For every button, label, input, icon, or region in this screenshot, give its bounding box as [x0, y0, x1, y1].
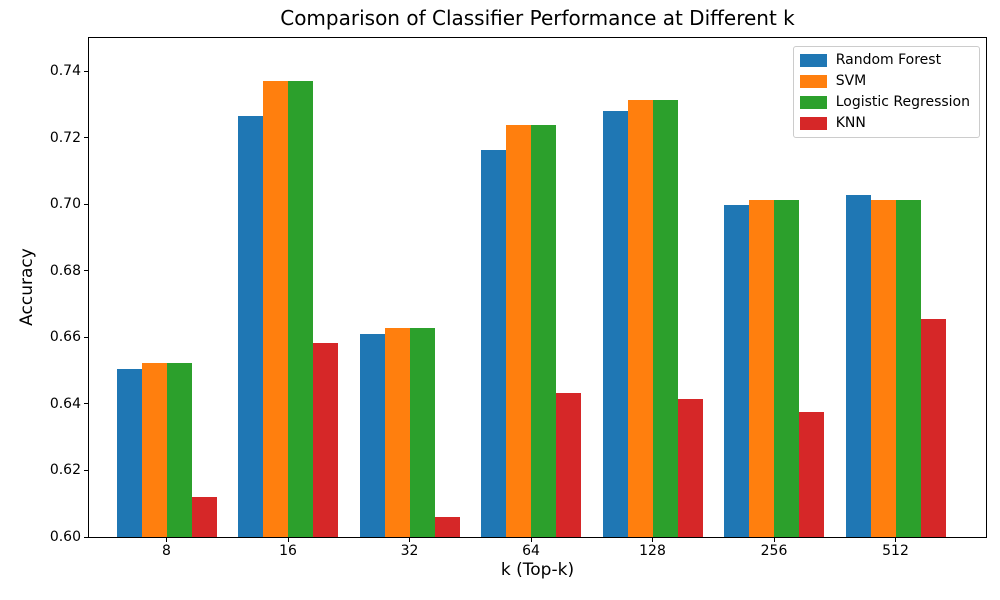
x-axis-label: k (Top-k): [500, 560, 575, 580]
x-tick-mark: [895, 538, 896, 542]
legend-swatch: [799, 96, 827, 109]
legend: Random Forest SVM Logistic Regression KNN: [792, 46, 980, 138]
legend-item: Random Forest: [799, 52, 970, 68]
x-tick-mark: [166, 538, 167, 542]
bar-svm-k128: [627, 100, 653, 537]
legend-label: Random Forest: [835, 52, 942, 68]
bar-logistic-regression-k8: [166, 363, 192, 537]
bar-logistic-regression-k512: [895, 200, 921, 537]
bar-knn-k8: [191, 497, 217, 537]
x-tick-label: 8: [162, 543, 171, 559]
legend-swatch: [799, 117, 827, 130]
bar-random-forest-k512: [845, 195, 871, 537]
plot-area: Random Forest SVM Logistic Regression KNN 0…: [50, 37, 987, 559]
bar-knn-k256: [799, 411, 824, 537]
x-tick-label: 64: [522, 543, 540, 559]
legend-label: KNN: [835, 115, 866, 131]
bar-svm-k64: [506, 125, 531, 537]
y-tick-mark: [84, 336, 88, 338]
x-tick-mark: [773, 538, 775, 542]
bar-svm-k16: [263, 81, 288, 537]
bar-knn-k16: [313, 342, 338, 537]
y-tick-mark: [84, 403, 88, 405]
bar-random-forest-k32: [359, 333, 385, 537]
y-tick-mark: [84, 270, 88, 272]
bar-knn-k32: [434, 516, 460, 537]
x-tick-mark: [530, 538, 532, 542]
bar-random-forest-k64: [481, 150, 506, 537]
y-tick-mark: [84, 536, 88, 538]
legend-item: Logistic Regression: [799, 94, 970, 110]
bar-random-forest-k256: [724, 205, 749, 537]
legend-label: Logistic Regression: [835, 94, 970, 110]
y-tick-label: 0.64: [49, 395, 81, 412]
y-tick-label: 0.70: [49, 196, 81, 213]
y-tick-label: 0.68: [49, 262, 81, 279]
y-tick-label: 0.74: [49, 63, 81, 80]
y-tick-mark: [84, 70, 88, 72]
bar-random-forest-k16: [238, 115, 263, 537]
legend-swatch: [799, 54, 827, 67]
legend-swatch: [799, 75, 827, 88]
bar-logistic-regression-k64: [531, 125, 556, 537]
y-tick-mark: [84, 137, 88, 139]
bar-knn-k512: [920, 318, 946, 537]
bar-logistic-regression-k32: [409, 328, 435, 537]
y-tick-mark: [84, 469, 88, 471]
y-tick-mark: [84, 203, 88, 205]
x-tick-label: 16: [279, 543, 297, 559]
y-axis-label: Accuracy: [17, 248, 37, 326]
bar-random-forest-k8: [116, 368, 142, 537]
bar-random-forest-k128: [602, 110, 628, 537]
x-tick-mark: [652, 538, 653, 542]
bar-svm-k32: [384, 328, 410, 537]
y-tick-label: 0.62: [49, 462, 81, 479]
x-tick-mark: [287, 538, 289, 542]
bar-logistic-regression-k16: [288, 81, 313, 537]
bar-logistic-regression-k128: [652, 100, 678, 537]
x-tick-label: 128: [639, 543, 666, 559]
y-tick-label: 0.72: [49, 129, 81, 146]
bar-logistic-regression-k256: [774, 200, 799, 537]
chart-title: Comparison of Classifier Performance at …: [280, 6, 795, 30]
x-tick-label: 32: [400, 543, 419, 559]
bar-svm-k512: [870, 200, 896, 537]
bar-knn-k64: [556, 393, 581, 537]
legend-item: KNN: [799, 115, 970, 131]
legend-label: SVM: [835, 73, 867, 89]
legend-item: SVM: [799, 73, 970, 89]
bar-svm-k8: [141, 363, 167, 537]
y-tick-label: 0.60: [49, 529, 81, 545]
x-tick-label: 256: [760, 543, 788, 559]
y-tick-label: 0.66: [49, 329, 81, 346]
bar-svm-k256: [749, 200, 774, 537]
x-tick-label: 512: [882, 543, 909, 559]
bar-knn-k128: [677, 398, 703, 537]
x-tick-mark: [409, 538, 410, 542]
